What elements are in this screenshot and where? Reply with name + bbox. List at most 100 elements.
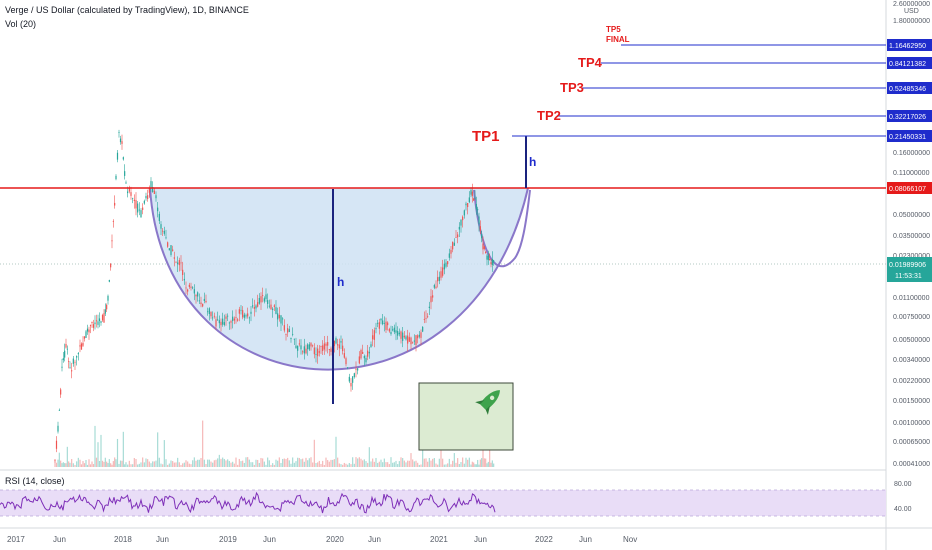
- candle-body: [152, 187, 154, 192]
- candle-body: [257, 302, 259, 307]
- volume-bar: [267, 457, 269, 467]
- candle-body: [278, 314, 280, 319]
- candle-body: [390, 332, 392, 335]
- volume-bar: [238, 458, 240, 467]
- price-tick-label: 0.03500000: [893, 233, 930, 240]
- volume-bar: [76, 461, 78, 467]
- last-price-box: [887, 257, 932, 282]
- candle-body: [210, 312, 212, 317]
- candle-body: [393, 327, 395, 333]
- candle-body: [133, 199, 135, 201]
- volume-bar: [97, 442, 99, 467]
- volume-bar: [77, 457, 79, 467]
- volume-bar: [268, 460, 270, 467]
- volume-bar: [82, 461, 84, 467]
- time-tick-label: Jun: [474, 535, 487, 544]
- tp2-label: TP2: [537, 108, 561, 123]
- candle-body: [104, 309, 106, 314]
- volume-bar: [91, 461, 93, 467]
- volume-bar: [430, 460, 432, 467]
- candle-body: [397, 331, 399, 336]
- cup-height-label: h: [337, 275, 344, 289]
- candle-body: [478, 216, 480, 225]
- volume-bar: [478, 464, 480, 467]
- volume-bar: [327, 460, 329, 467]
- volume-bar: [230, 462, 232, 467]
- volume-bar: [337, 457, 339, 467]
- candle-body: [307, 344, 309, 350]
- candle-body: [175, 261, 177, 263]
- volume-bar: [330, 459, 332, 467]
- volume-bar: [83, 463, 86, 467]
- volume-bar: [235, 457, 237, 467]
- candle-body: [135, 200, 137, 209]
- volume-bar: [447, 463, 449, 467]
- volume-bar: [95, 457, 98, 467]
- candle-body: [55, 440, 58, 449]
- candle-body: [147, 195, 149, 199]
- volume-bar: [111, 464, 113, 467]
- volume-bar: [200, 458, 202, 467]
- candle-body: [327, 342, 329, 346]
- volume-bar: [190, 464, 192, 467]
- volume-bar: [312, 462, 314, 467]
- volume-bar: [353, 463, 355, 467]
- volume-bar: [479, 459, 481, 467]
- volume-bar: [489, 447, 491, 467]
- time-axis[interactable]: 2017 Jun 2018 Jun 2019 Jun 2020 Jun 2021 Jun 2022 J…: [7, 535, 637, 544]
- candle-body: [255, 305, 257, 309]
- candle-body: [348, 376, 350, 382]
- tp1-label: TP1: [472, 128, 500, 145]
- candle-body: [338, 344, 340, 349]
- candle-body: [54, 459, 56, 461]
- candle-body: [238, 309, 240, 314]
- candle-body: [342, 345, 344, 352]
- volume-bar: [317, 462, 319, 467]
- time-tick-label: 2019: [219, 535, 237, 544]
- candle-body: [275, 307, 277, 314]
- candle-body: [228, 322, 230, 324]
- volume-bar: [270, 464, 272, 467]
- candle-body: [300, 345, 302, 350]
- volume-bar: [410, 453, 412, 467]
- price-level-value: 0.08066107: [889, 186, 926, 193]
- volume-bar: [448, 458, 450, 467]
- price-level-value: 0.52485346: [889, 86, 926, 93]
- candle-body: [162, 230, 164, 232]
- candle-body: [230, 321, 232, 323]
- tp5-label-line2: FINAL: [606, 35, 630, 44]
- candle-body: [185, 287, 187, 289]
- price-axis[interactable]: 2.60000000 1.80000000 0.16000000 0.11000000…: [893, 1, 930, 468]
- volume-bar: [323, 464, 325, 467]
- volume-bar: [462, 457, 464, 467]
- volume-bar: [262, 458, 264, 467]
- volume-bar: [210, 461, 212, 467]
- candle-body: [285, 334, 287, 335]
- volume-bar: [147, 459, 149, 467]
- volume-bar: [170, 460, 172, 467]
- candle-body: [387, 322, 389, 326]
- volume-bar: [443, 464, 445, 467]
- volume-bar: [100, 434, 102, 467]
- candle-body: [383, 322, 385, 324]
- volume-label: Vol (20): [5, 19, 37, 29]
- volume-bar: [433, 458, 435, 467]
- candle-body: [273, 305, 275, 307]
- volume-bar: [68, 461, 70, 467]
- candle-body: [298, 343, 300, 345]
- volume-bar: [450, 464, 452, 467]
- volume-bar: [140, 462, 142, 467]
- candle-body: [248, 317, 250, 319]
- candle-body: [223, 322, 225, 326]
- candle-body: [308, 344, 310, 350]
- volume-bar: [287, 457, 289, 467]
- volume-bar: [367, 462, 369, 467]
- volume-bar: [172, 461, 174, 467]
- candle-body: [432, 295, 434, 298]
- volume-bar: [198, 459, 200, 467]
- candle-body: [262, 295, 264, 296]
- candle-body: [415, 335, 417, 345]
- volume-bar: [490, 462, 492, 467]
- candle-body: [377, 322, 379, 324]
